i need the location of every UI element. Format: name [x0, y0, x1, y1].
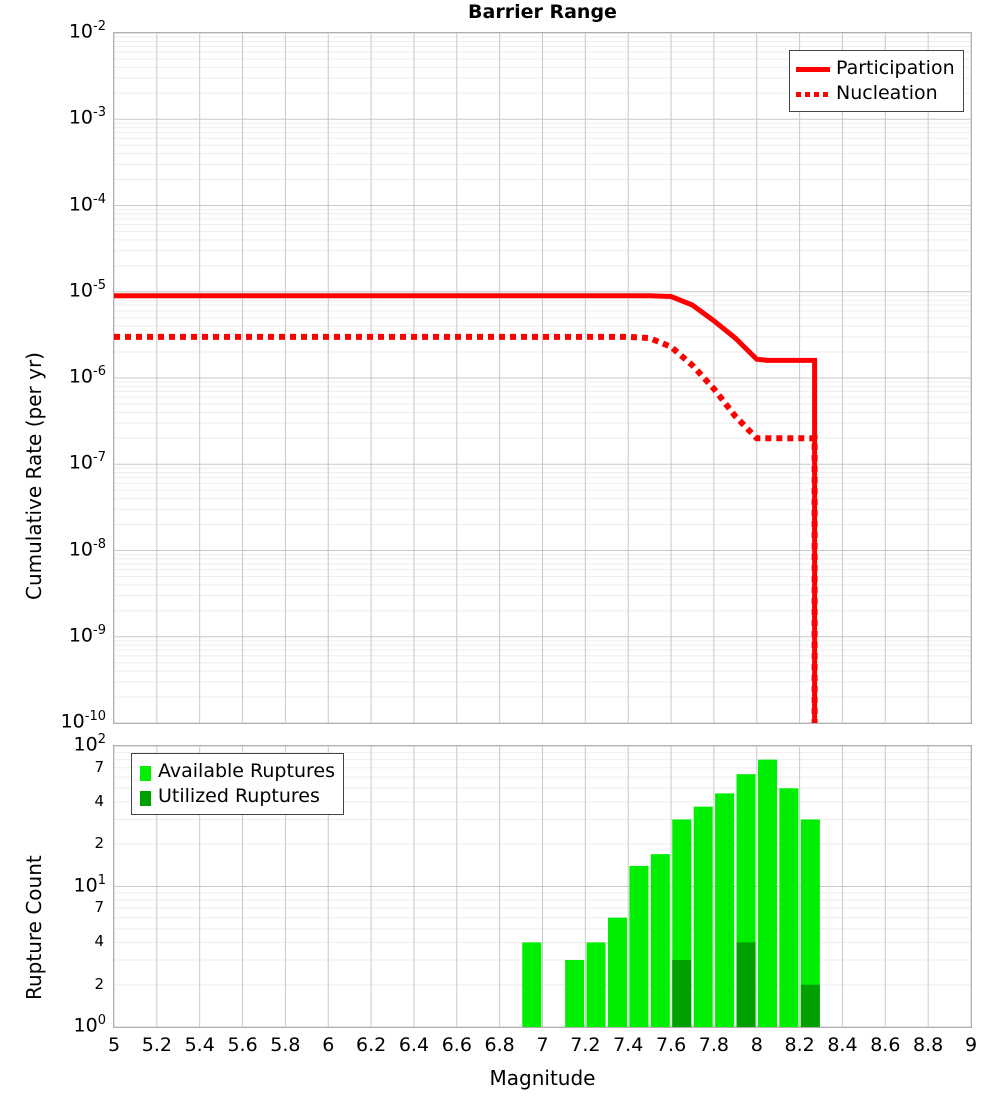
x-tick: 8.2	[784, 1034, 815, 1056]
legend-item-nucleation: Nucleation	[796, 81, 955, 106]
cumulative-rate-plot	[114, 33, 971, 723]
top-y-tick: 10-4	[68, 191, 106, 215]
bar-utilized-ruptures	[672, 959, 692, 1027]
bar-available-ruptures	[522, 942, 542, 1027]
participation-line-swatch	[796, 61, 830, 77]
legend-label-utilized-ruptures: Utilized Ruptures	[158, 785, 320, 807]
series-participation	[114, 293, 818, 723]
available-ruptures-swatch	[138, 764, 152, 781]
x-axis-label: Magnitude	[489, 1066, 596, 1090]
bottom-y-tick: 100	[73, 1013, 106, 1037]
bar-available-ruptures	[779, 788, 799, 1027]
bar-utilized-ruptures	[800, 984, 820, 1027]
x-tick: 8	[750, 1034, 763, 1056]
bar-available-ruptures	[607, 917, 627, 1027]
bottom-y-minor-tick: 7	[94, 898, 104, 917]
x-tick: 5.4	[184, 1034, 215, 1056]
legend-label-participation: Participation	[836, 57, 955, 79]
bar-available-ruptures	[757, 759, 777, 1027]
top-y-tick: 10-8	[68, 536, 106, 560]
bar-available-ruptures	[650, 854, 670, 1027]
top-y-tick: 10-9	[68, 622, 106, 647]
bar-available-ruptures	[629, 865, 649, 1027]
x-tick: 6.4	[398, 1034, 430, 1056]
bottom-y-minor-tick: 4	[94, 932, 104, 951]
nucleation-line-swatch	[796, 86, 830, 102]
bottom-y-tick: 102	[73, 732, 106, 756]
rupture-count-plot	[114, 746, 971, 1027]
x-tick: 7.4	[613, 1034, 644, 1056]
series-nucleation	[114, 333, 818, 723]
top-y-tick: 10-2	[68, 19, 106, 43]
bar-available-ruptures	[586, 942, 606, 1027]
x-tick: 5	[107, 1034, 121, 1056]
x-tick: 7	[536, 1034, 549, 1056]
bar-utilized-ruptures	[736, 942, 756, 1027]
legend-item-available-ruptures: Available Ruptures	[138, 759, 335, 784]
top-y-tick: 10-7	[68, 450, 106, 474]
bottom-y-minor-tick: 2	[94, 834, 104, 853]
x-tick: 6	[322, 1034, 335, 1056]
top-y-tick: 10-3	[68, 105, 106, 129]
bottom-y-minor-tick: 7	[94, 757, 104, 776]
x-tick: 7.6	[655, 1034, 687, 1056]
x-tick: 8.4	[827, 1034, 858, 1056]
x-tick: 8.6	[870, 1034, 901, 1056]
x-tick: 6.6	[441, 1034, 472, 1056]
chart-title: Barrier Range	[468, 1, 617, 23]
x-tick: 7.2	[570, 1034, 601, 1056]
x-tick: 7.8	[698, 1034, 729, 1056]
legend-item-utilized-ruptures: Utilized Ruptures	[138, 784, 335, 809]
bar-available-ruptures	[715, 793, 735, 1027]
legend-item-participation: Participation	[796, 56, 955, 81]
bar-available-ruptures	[693, 806, 713, 1027]
top-legend: Participation Nucleation	[789, 50, 964, 112]
utilized-ruptures-swatch	[138, 789, 152, 806]
x-tick: 5.8	[270, 1034, 301, 1056]
bottom-legend: Available Ruptures Utilized Ruptures	[131, 753, 344, 815]
bar-available-ruptures	[800, 819, 820, 1027]
top-y-tick: 10-6	[68, 364, 106, 388]
top-plot-panel	[113, 32, 972, 724]
x-tick: 5.6	[227, 1034, 258, 1056]
bottom-y-minor-tick: 2	[94, 974, 104, 993]
legend-label-available-ruptures: Available Ruptures	[158, 760, 335, 782]
x-tick: 6.8	[484, 1034, 515, 1056]
top-y-tick: 10-10	[60, 709, 106, 733]
bar-available-ruptures	[565, 959, 585, 1027]
legend-label-nucleation: Nucleation	[836, 82, 938, 104]
x-tick: 9	[964, 1034, 978, 1056]
x-tick: 6.2	[355, 1034, 387, 1056]
x-tick: 5.2	[141, 1034, 172, 1056]
bottom-y-minor-tick: 4	[94, 791, 104, 810]
bottom-y-tick: 101	[73, 872, 106, 896]
x-tick: 8.8	[913, 1034, 944, 1056]
top-y-axis-label: Cumulative Rate (per yr)	[22, 352, 46, 600]
top-y-tick: 10-5	[68, 277, 106, 302]
